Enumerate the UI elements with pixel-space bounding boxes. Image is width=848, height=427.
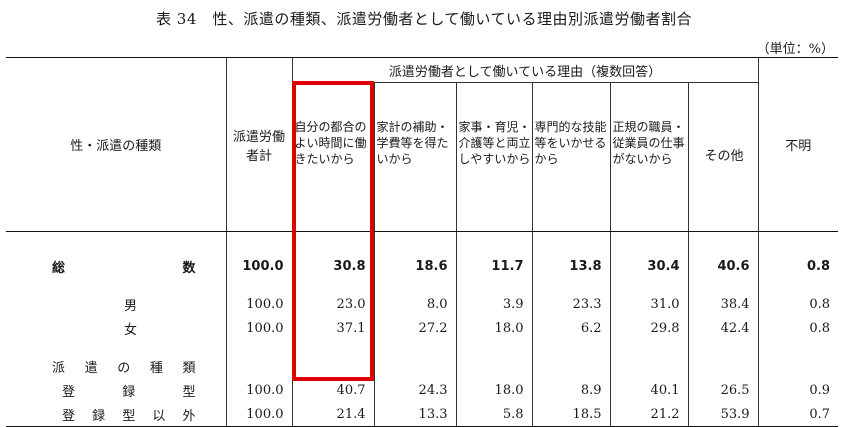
cell: 21.2 [609, 402, 688, 427]
cell: 11.7 [455, 254, 532, 278]
cell: 8.0 [373, 292, 456, 316]
cell: 0.8 [757, 292, 839, 316]
header-reason-skills: 専門的な技能等をいかせるから [531, 82, 610, 232]
section-char: 遣 [84, 360, 98, 376]
cell: 18.5 [531, 402, 610, 427]
cell: 13.8 [531, 254, 610, 278]
cell: 0.8 [757, 254, 839, 278]
cell: 100.0 [225, 402, 292, 427]
cell: 100.0 [225, 292, 292, 316]
cell: 24.3 [373, 378, 456, 402]
table-row-other: 登 録 型 以 外 100.0 21.4 13.3 5.8 18.5 21.2 … [6, 402, 839, 427]
cell: 3.9 [455, 292, 532, 316]
other-char: 外 [182, 408, 196, 424]
header-reason-no-regular-job: 正規の職員・従業員の仕事がないから [609, 82, 688, 232]
registered-char: 録 [122, 384, 136, 400]
cell: 100.0 [225, 316, 292, 340]
header-total: 派遣労働者計 [225, 57, 292, 232]
section-char: 類 [182, 360, 196, 376]
cell: 29.8 [609, 316, 688, 340]
table-row-total: 総 数 100.0 30.8 18.6 11.7 13.8 30.4 40.6 0… [6, 254, 839, 278]
table-row-male: 男 100.0 23.0 8.0 3.9 23.3 31.0 38.4 0.8 [6, 292, 839, 316]
cell: 0.9 [757, 378, 839, 402]
cell: 5.8 [455, 402, 532, 427]
cell: 53.9 [687, 402, 759, 427]
header-reason-group: 派遣労働者として働いている理由（複数回答） [291, 57, 759, 83]
cell: 26.5 [687, 378, 759, 402]
cell: 13.3 [373, 402, 456, 427]
header-reason-household-income: 家計の補助・学費等を得たいから [373, 82, 456, 232]
row-label-male: 男 [124, 298, 138, 314]
header-category: 性・派遣の種類 [6, 57, 226, 232]
section-char: 種 [149, 360, 163, 376]
cell: 38.4 [687, 292, 759, 316]
cell: 18.0 [455, 316, 532, 340]
unit-label: （単位：%） [756, 42, 834, 57]
header-reason-convenient-time: 自分の都合のよい時間に働きたいから [291, 82, 374, 232]
cell: 37.1 [291, 316, 374, 340]
cell: 100.0 [225, 378, 292, 402]
header-unknown: 不明 [757, 57, 839, 232]
cell: 40.1 [609, 378, 688, 402]
cell: 21.4 [291, 402, 374, 427]
other-char: 型 [122, 408, 136, 424]
table-row-female: 女 100.0 37.1 27.2 18.0 6.2 29.8 42.4 0.8 [6, 316, 839, 340]
cell: 100.0 [225, 254, 292, 278]
section-char: 派 [52, 360, 66, 376]
cell: 40.6 [687, 254, 759, 278]
header-reason-family-care: 家事・育児・介護等と両立しやすいから [455, 82, 532, 232]
registered-char: 型 [182, 384, 196, 400]
cell: 23.3 [531, 292, 610, 316]
data-table: 性・派遣の種類 派遣労働者計 派遣労働者として働いている理由（複数回答） 不明 … [6, 57, 839, 427]
other-char: 登 [62, 408, 76, 424]
cell: 31.0 [609, 292, 688, 316]
section-char: の [117, 360, 131, 376]
registered-char: 登 [62, 384, 76, 400]
table-row-section: 派 遣 の 種 類 [6, 354, 839, 378]
cell: 18.6 [373, 254, 456, 278]
cell: 0.8 [757, 316, 839, 340]
cell: 23.0 [291, 292, 374, 316]
cell: 8.9 [531, 378, 610, 402]
cell: 27.2 [373, 316, 456, 340]
row-label-total-a: 総 [52, 260, 66, 276]
table-row-registered: 登 録 型 100.0 40.7 24.3 18.0 8.9 40.1 26.5… [6, 378, 839, 402]
row-label-total-b: 数 [182, 260, 196, 276]
row-label-female: 女 [124, 322, 138, 338]
cell: 0.7 [757, 402, 839, 427]
cell: 42.4 [687, 316, 759, 340]
cell: 6.2 [531, 316, 610, 340]
cell: 18.0 [455, 378, 532, 402]
cell: 30.4 [609, 254, 688, 278]
header-reason-other: その他 [687, 82, 759, 232]
table-title: 表 34 性、派遣の種類、派遣労働者として働いている理由別派遣労働者割合 [156, 10, 692, 28]
cell: 40.7 [291, 378, 374, 402]
other-char: 以 [152, 408, 166, 424]
cell: 30.8 [291, 254, 374, 278]
other-char: 録 [92, 408, 106, 424]
